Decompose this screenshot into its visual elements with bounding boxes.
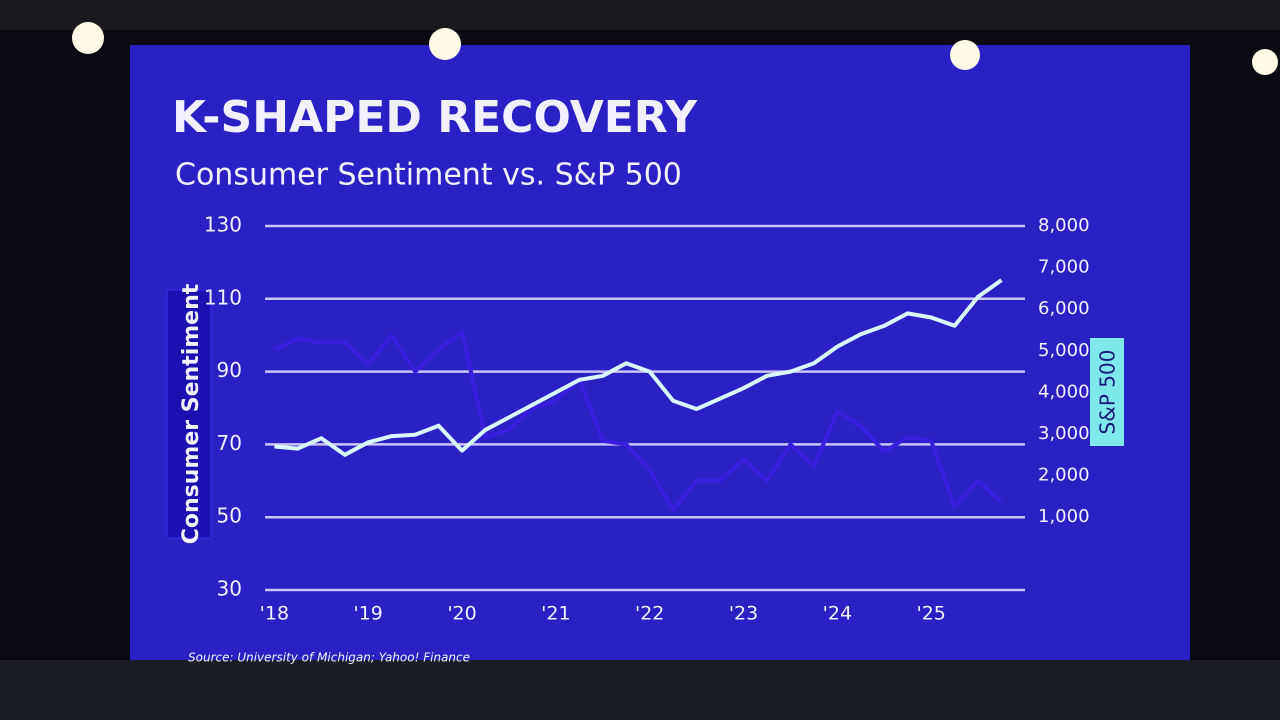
y2-tick-label: 8,000 xyxy=(1038,215,1090,236)
y2-tick-label: 7,000 xyxy=(1038,257,1090,278)
stage-light xyxy=(950,40,980,70)
y2-tick-label: 2,000 xyxy=(1038,465,1090,486)
y2-axis-label: S&P 500 xyxy=(1096,350,1120,435)
x-tick-label: '19 xyxy=(354,603,383,625)
stage-light xyxy=(72,22,104,54)
y-tick-label: 90 xyxy=(217,358,242,382)
y-tick-label: 30 xyxy=(217,577,242,601)
y-tick-label: 50 xyxy=(217,504,242,528)
y-tick-label: 70 xyxy=(217,431,242,455)
x-tick-label: '18 xyxy=(260,603,289,625)
y2-tick-label: 6,000 xyxy=(1038,298,1090,319)
y-tick-label: 130 xyxy=(204,213,242,237)
x-tick-label: '24 xyxy=(823,603,852,625)
y-label-box xyxy=(166,289,212,539)
chart-subtitle: Consumer Sentiment vs. S&P 500 xyxy=(175,158,682,193)
audience xyxy=(0,660,1280,720)
y2-label-box xyxy=(1090,338,1124,446)
series-line xyxy=(274,278,1003,457)
stage-light xyxy=(429,28,461,60)
y-tick-label: 110 xyxy=(204,285,242,309)
screen xyxy=(130,45,1190,675)
truss xyxy=(0,0,1280,30)
x-tick-label: '25 xyxy=(916,603,945,625)
chart-title: K-SHAPED RECOVERY xyxy=(172,92,698,143)
x-tick-label: '22 xyxy=(635,603,664,625)
y2-tick-label: 1,000 xyxy=(1038,506,1090,527)
x-tick-label: '20 xyxy=(447,603,476,625)
y2-tick-label: 5,000 xyxy=(1038,340,1090,361)
x-tick-label: '23 xyxy=(729,603,758,625)
x-tick-label: '21 xyxy=(541,603,570,625)
stage-light xyxy=(1252,49,1278,75)
series-line xyxy=(273,329,1003,512)
source-note: Source: University of Michigan; Yahoo! F… xyxy=(188,651,470,665)
y2-tick-label: 3,000 xyxy=(1038,423,1090,444)
y-axis-label: Consumer Sentiment xyxy=(179,283,204,544)
y2-tick-label: 4,000 xyxy=(1038,381,1090,402)
